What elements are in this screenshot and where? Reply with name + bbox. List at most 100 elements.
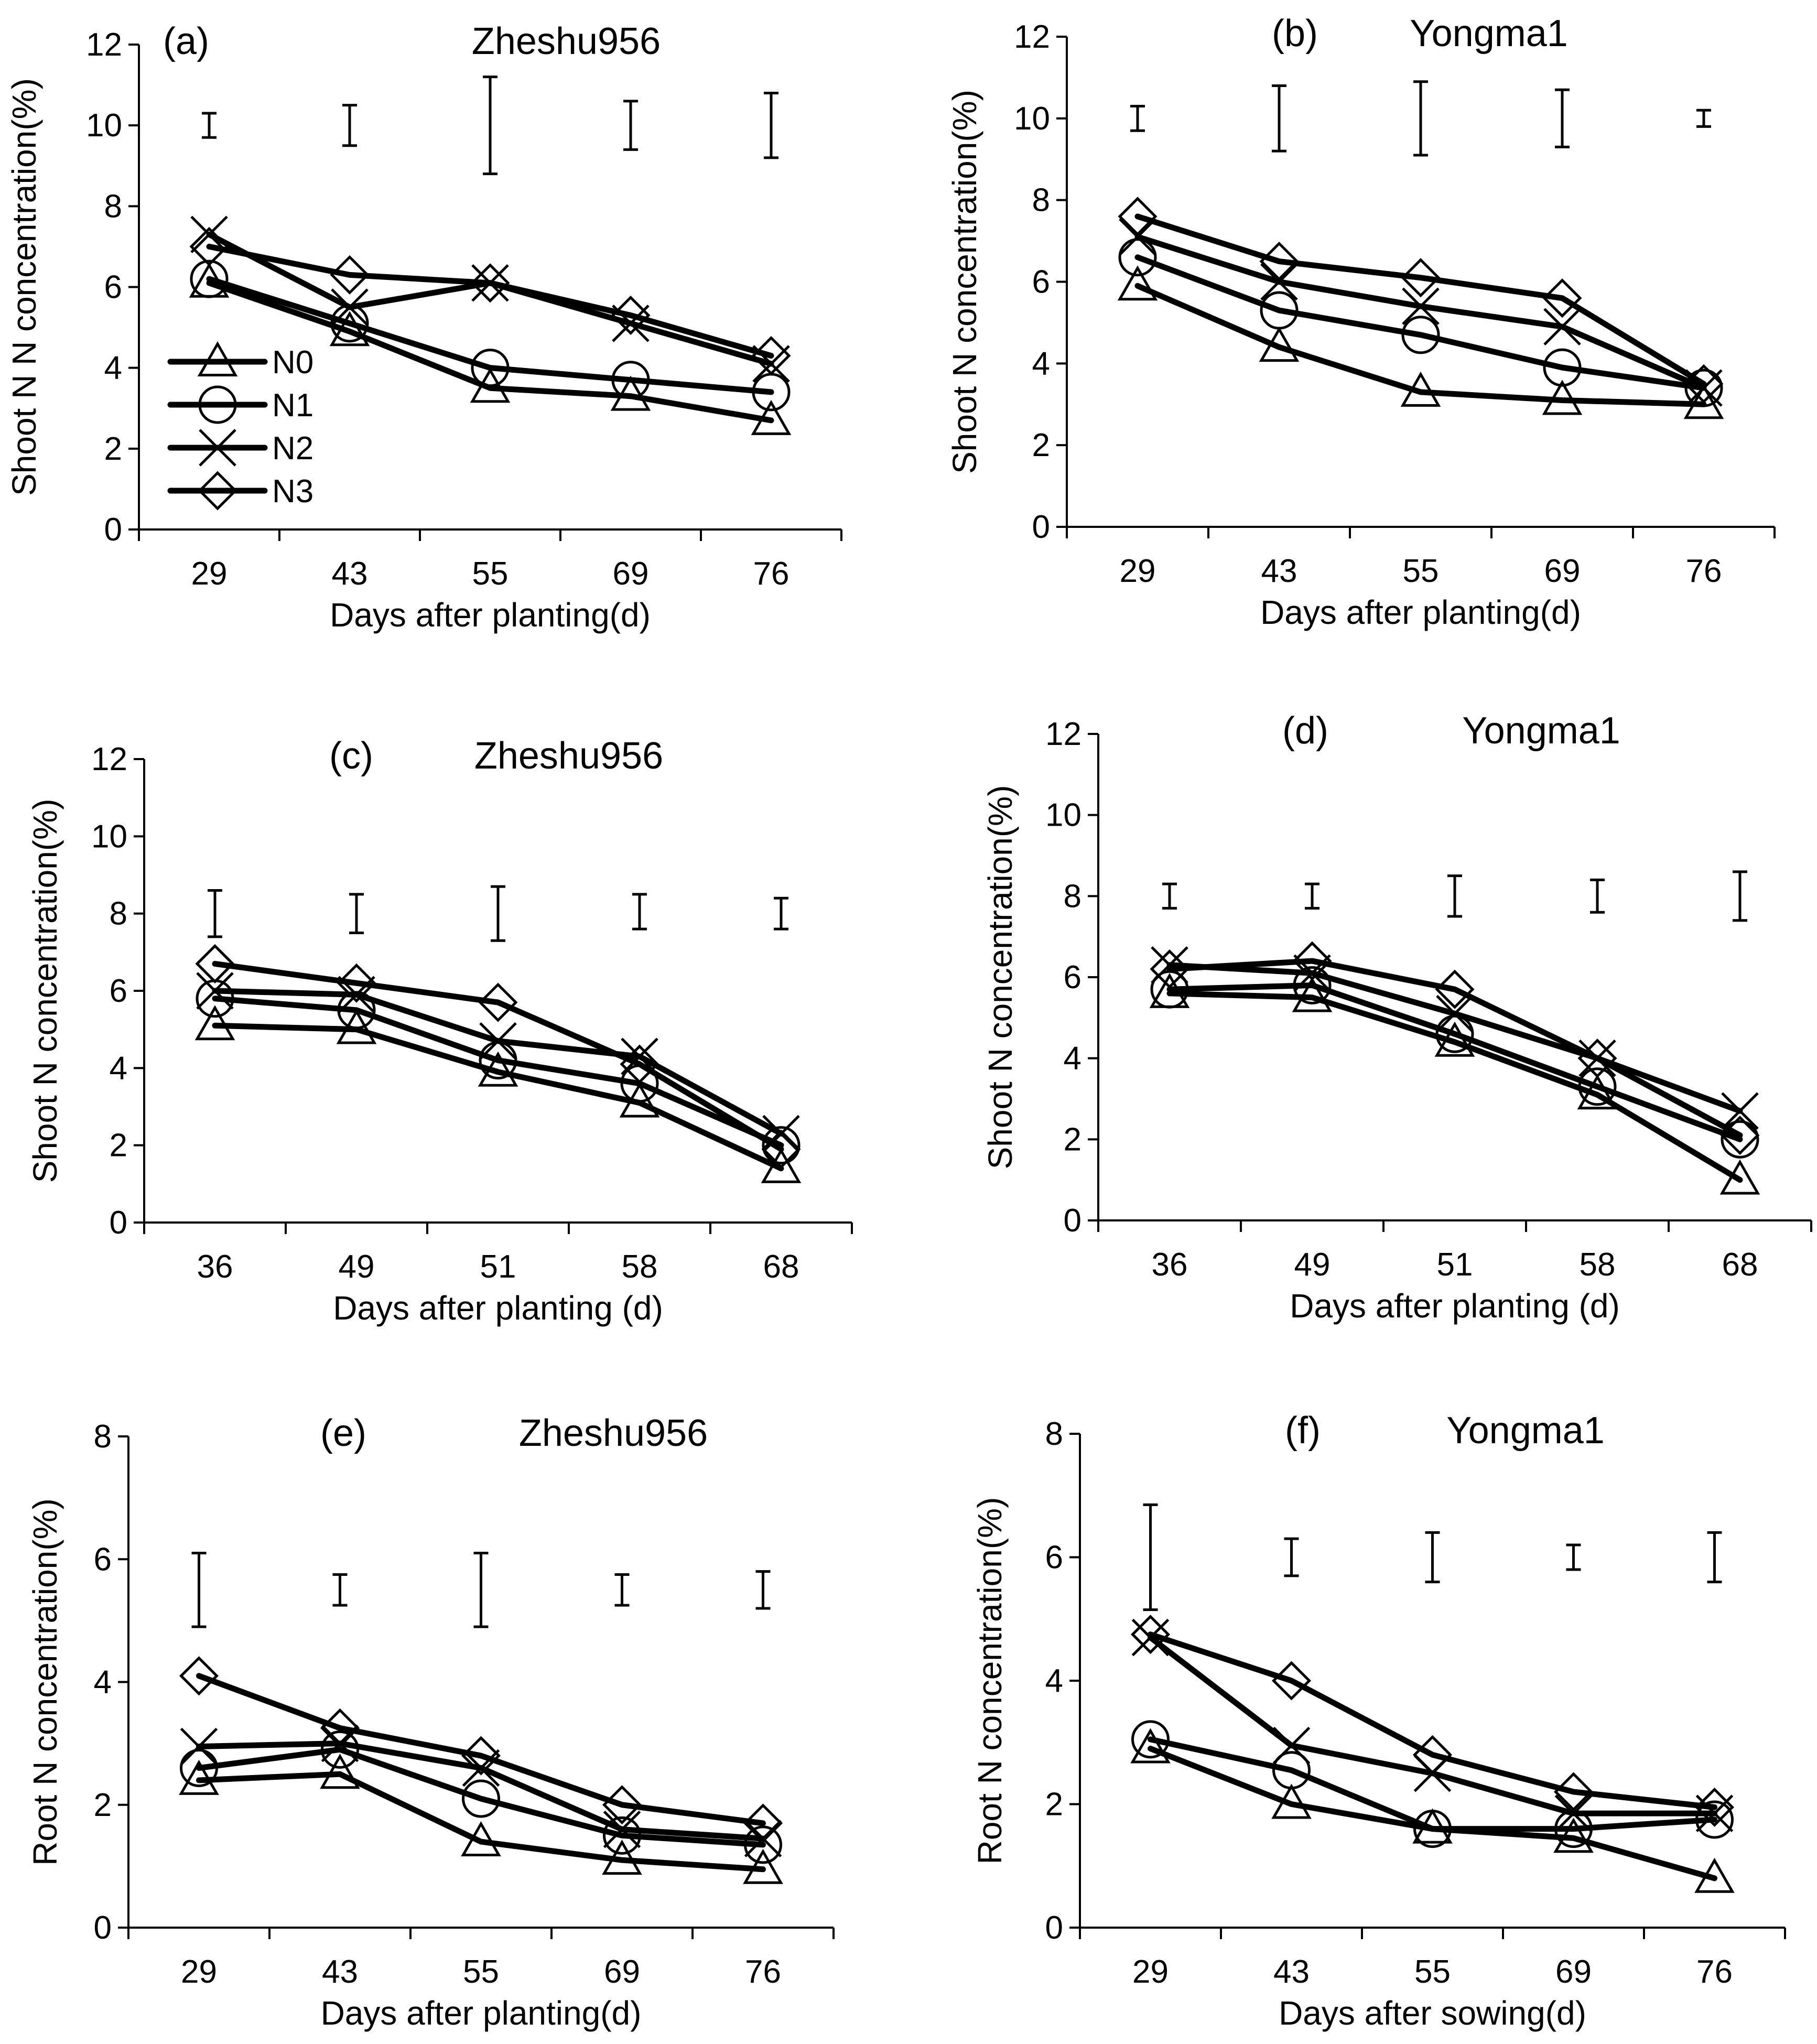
point-n3 <box>1553 1772 1594 1812</box>
x-tick-label: 69 <box>613 556 649 592</box>
error-bar <box>1566 1543 1581 1571</box>
series-line-n3 <box>1166 958 1743 1139</box>
point-n3 <box>611 295 651 335</box>
legend-item-n0: N0 <box>167 341 313 381</box>
error-bar <box>191 1552 207 1628</box>
error-bar <box>1447 874 1462 918</box>
y-tick-label: 12 <box>86 27 122 63</box>
x-tick-label: 43 <box>332 556 368 592</box>
y-axis-title: Shoot N N concentration(%) <box>5 78 43 496</box>
point-n3 <box>751 336 791 376</box>
x-tick-label: 76 <box>753 556 789 592</box>
point-n0 <box>179 1759 219 1795</box>
y-tick-label: 2 <box>104 431 122 467</box>
point-n1 <box>321 1730 359 1769</box>
point-n3 <box>330 255 370 295</box>
x-axis-title: Days after planting(d) <box>1260 593 1581 631</box>
point-n1 <box>190 259 229 298</box>
point-n1 <box>1684 369 1723 407</box>
error-bar <box>755 1570 771 1610</box>
point-n0 <box>470 367 511 403</box>
point-n3 <box>1401 258 1441 298</box>
panel-a: 0 2 4 6 8 10 12 29 43 55 69 76 Days after planting(d… <box>5 20 842 634</box>
point-n3 <box>1118 197 1158 236</box>
y-axis-title: Root N concentration(%) <box>26 1498 64 1866</box>
x-axis-title: Days after sowing(d) <box>1279 1994 1586 2032</box>
y-tick-label: 4 <box>1032 345 1050 382</box>
x-tick-label: 58 <box>1580 1247 1616 1283</box>
point-n3 <box>1130 1615 1171 1654</box>
panel-variety: Zheshu956 <box>474 735 663 777</box>
error-bar <box>1590 878 1605 914</box>
x-tick-label: 55 <box>463 1954 499 1990</box>
legend-marker-n1 <box>198 385 237 424</box>
point-n3 <box>1292 941 1332 981</box>
error-bar <box>483 75 497 176</box>
point-n0 <box>1694 1857 1735 1893</box>
legend-marker-n2 <box>199 429 236 467</box>
y-tick-label: 10 <box>1014 101 1050 137</box>
series-line-n0 <box>212 1022 784 1172</box>
point-n1 <box>1721 1120 1759 1159</box>
point-n0 <box>1130 1728 1171 1764</box>
y-tick-label: 2 <box>94 1787 112 1823</box>
x-tick-label: 29 <box>1120 553 1156 589</box>
error-bar <box>332 1573 348 1607</box>
panel-letter: (a) <box>163 20 209 62</box>
x-tick-label: 76 <box>745 1954 781 1990</box>
point-n3 <box>1684 364 1724 404</box>
series-line-n1 <box>1134 254 1707 391</box>
y-tick-label: 8 <box>1032 182 1050 219</box>
y-tick-label: 8 <box>1045 1416 1063 1452</box>
y-tick-label: 4 <box>110 1050 127 1086</box>
x-tick-label: 55 <box>1414 1954 1451 1990</box>
x-tick-label: 55 <box>472 556 509 592</box>
point-n3 <box>195 944 235 983</box>
error-bar <box>208 889 222 938</box>
legend-label: N3 <box>272 473 313 510</box>
point-n2 <box>1402 287 1440 326</box>
y-tick-label: 4 <box>94 1664 112 1701</box>
point-n0 <box>320 1754 360 1789</box>
y-tick-label: 6 <box>1064 959 1081 996</box>
y-tick-label: 6 <box>110 973 127 1009</box>
series-line-n3 <box>212 960 784 1152</box>
x-tick-label: 36 <box>197 1249 233 1285</box>
point-n3 <box>602 1785 642 1825</box>
point-n3 <box>1259 242 1299 282</box>
point-n2 <box>1543 308 1581 345</box>
panel-letter: (f) <box>1285 1410 1321 1452</box>
y-tick-label: 6 <box>104 269 122 306</box>
series-line-n3 <box>1134 213 1707 387</box>
y-tick-label: 10 <box>86 107 122 144</box>
error-bar <box>632 893 647 931</box>
panel-letter: (c) <box>329 735 373 777</box>
y-tick-label: 0 <box>110 1205 127 1241</box>
point-n2 <box>1151 946 1188 984</box>
point-n1 <box>471 349 510 387</box>
series-line-n0 <box>1166 990 1743 1183</box>
point-n2 <box>744 1820 782 1857</box>
y-tick-label: 0 <box>1032 509 1050 545</box>
series-line-n1 <box>212 996 784 1149</box>
x-tick-label: 49 <box>1294 1247 1331 1283</box>
point-n0 <box>194 1005 235 1041</box>
point-n0 <box>329 311 370 347</box>
legend-label: N2 <box>272 430 313 467</box>
panel-variety: Yongma1 <box>1446 1410 1605 1452</box>
point-n0 <box>1259 327 1300 362</box>
point-n3 <box>620 1044 659 1084</box>
error-bar <box>202 112 217 139</box>
panel-letter: (b) <box>1272 13 1318 55</box>
point-n1 <box>1413 1810 1452 1848</box>
legend-item-n3: N3 <box>167 471 313 511</box>
point-n2 <box>1436 994 1474 1033</box>
point-n0 <box>1553 1818 1594 1853</box>
series-line-n0 <box>206 280 774 424</box>
point-n3 <box>1271 1661 1312 1701</box>
point-n3 <box>1150 949 1189 989</box>
error-bar <box>1413 80 1428 157</box>
panel-letter: (d) <box>1282 710 1328 752</box>
point-n2 <box>1131 1618 1170 1657</box>
x-tick-label: 69 <box>1544 553 1581 589</box>
